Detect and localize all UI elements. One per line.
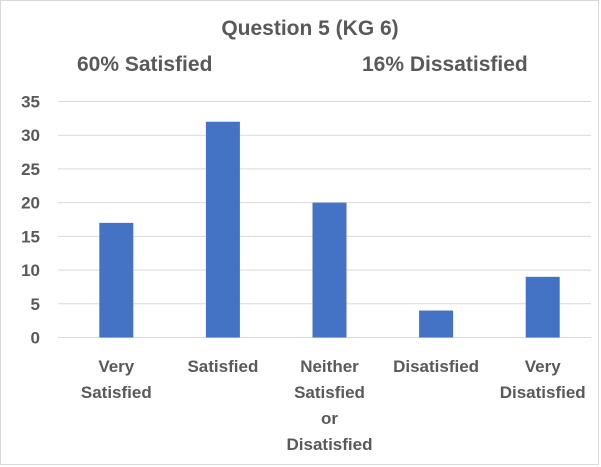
y-tick-label: 35 (21, 93, 40, 112)
y-tick-label: 10 (21, 261, 40, 280)
y-tick-label: 0 (31, 329, 40, 348)
y-tick-label: 25 (21, 160, 40, 179)
x-tick-label: Very Satisfied (81, 357, 152, 402)
bar (99, 222, 134, 338)
y-tick-label: 15 (21, 227, 40, 246)
chart-subtitle-dissatisfied: 16% Dissatisfied (362, 53, 528, 76)
x-tick-label: Disatisfied (393, 357, 479, 376)
bar (205, 121, 240, 338)
bar (525, 276, 560, 338)
y-tick-label: 20 (21, 194, 40, 213)
x-tick-label: Neither Satisfied or Disatisfied (287, 357, 373, 454)
x-tick-label: Very Disatisfied (500, 357, 586, 402)
bar (312, 202, 347, 338)
chart-title: Question 5 (KG 6) (221, 17, 399, 40)
x-tick-label: Satisfied (187, 357, 258, 376)
bar (419, 310, 454, 338)
chart-subtitle-satisfied: 60% Satisfied (77, 53, 213, 76)
y-tick-label: 30 (21, 126, 40, 145)
y-tick-label: 5 (31, 295, 40, 314)
